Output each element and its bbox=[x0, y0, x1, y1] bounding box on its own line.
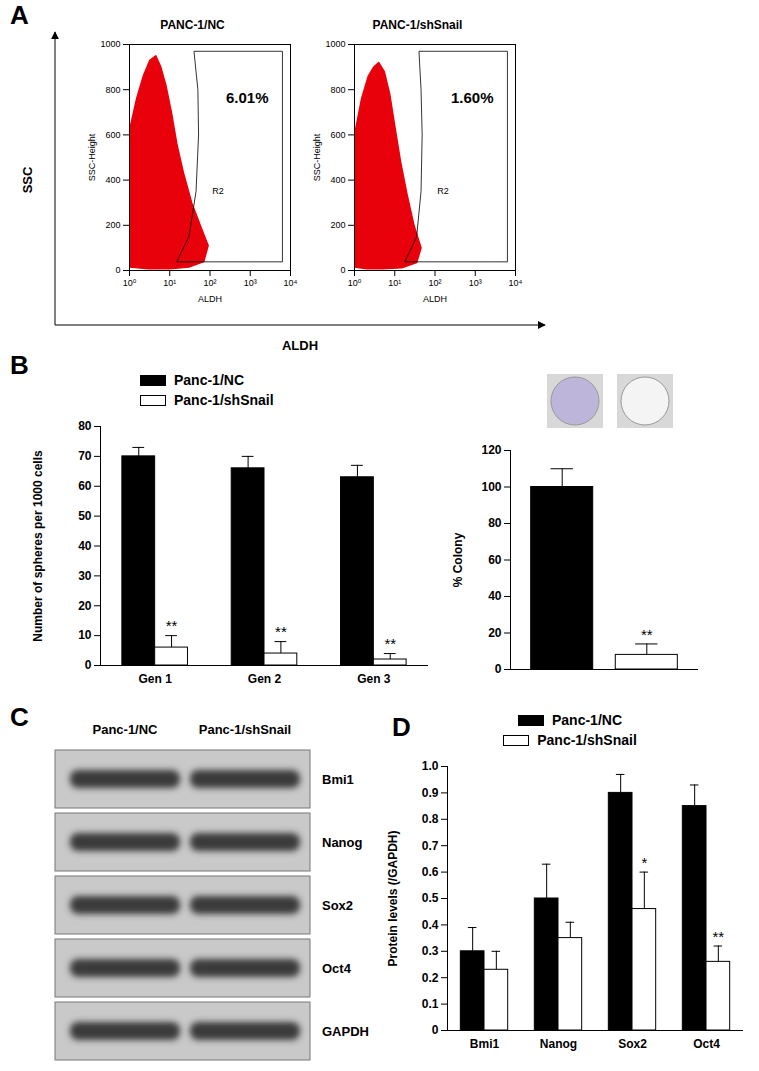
svg-text:**: ** bbox=[384, 635, 396, 652]
svg-text:GAPDH: GAPDH bbox=[322, 1024, 369, 1039]
svg-text:Number of spheres per 1000 cel: Number of spheres per 1000 cells bbox=[31, 450, 45, 642]
html-text:C: C bbox=[10, 702, 29, 732]
svg-text:ALDH: ALDH bbox=[282, 338, 318, 353]
svg-text:Panc-1/NC: Panc-1/NC bbox=[92, 722, 158, 737]
svg-text:Bmi1: Bmi1 bbox=[470, 1037, 500, 1051]
svg-text:60: 60 bbox=[488, 553, 502, 567]
svg-text:120: 120 bbox=[481, 443, 501, 457]
svg-text:Bmi1: Bmi1 bbox=[322, 772, 354, 787]
svg-text:600: 600 bbox=[330, 130, 345, 140]
svg-text:ALDH: ALDH bbox=[198, 294, 222, 304]
svg-text:10⁴: 10⁴ bbox=[284, 278, 298, 288]
svg-text:0.4: 0.4 bbox=[422, 918, 439, 932]
svg-text:Gen 1: Gen 1 bbox=[138, 672, 172, 686]
svg-text:70: 70 bbox=[78, 449, 92, 463]
svg-text:0: 0 bbox=[432, 1023, 439, 1037]
svg-text:**: ** bbox=[712, 928, 724, 945]
svg-text:200: 200 bbox=[330, 220, 345, 230]
html-text:A: A bbox=[10, 0, 29, 30]
svg-text:Oct4: Oct4 bbox=[693, 1037, 720, 1051]
svg-text:SSC-Height: SSC-Height bbox=[87, 133, 97, 181]
svg-text:50: 50 bbox=[78, 509, 92, 523]
svg-text:0.9: 0.9 bbox=[422, 786, 439, 800]
svg-text:10²: 10² bbox=[428, 278, 441, 288]
svg-text:40: 40 bbox=[488, 589, 502, 603]
svg-text:10³: 10³ bbox=[469, 278, 482, 288]
svg-text:Gen 3: Gen 3 bbox=[357, 672, 391, 686]
svg-text:80: 80 bbox=[78, 419, 92, 433]
svg-text:Nanog: Nanog bbox=[322, 835, 363, 850]
svg-text:Sox2: Sox2 bbox=[618, 1037, 647, 1051]
svg-text:80: 80 bbox=[488, 516, 502, 530]
svg-text:Sox2: Sox2 bbox=[322, 898, 353, 913]
html-text:D: D bbox=[392, 712, 411, 742]
svg-text:1.0: 1.0 bbox=[422, 759, 439, 773]
html-text:B: B bbox=[10, 350, 29, 380]
svg-text:10¹: 10¹ bbox=[388, 278, 401, 288]
svg-text:1.60%: 1.60% bbox=[451, 89, 494, 106]
svg-text:10: 10 bbox=[78, 628, 92, 642]
svg-text:20: 20 bbox=[78, 599, 92, 613]
svg-text:R2: R2 bbox=[437, 186, 449, 196]
svg-text:200: 200 bbox=[105, 220, 120, 230]
svg-text:Protein levels (/GAPDH): Protein levels (/GAPDH) bbox=[386, 830, 400, 966]
svg-text:10³: 10³ bbox=[244, 278, 257, 288]
svg-text:800: 800 bbox=[105, 85, 120, 95]
svg-text:20: 20 bbox=[488, 626, 502, 640]
html-text:Panc-1/NC: Panc-1/NC bbox=[552, 712, 622, 728]
svg-text:600: 600 bbox=[105, 130, 120, 140]
svg-text:0: 0 bbox=[340, 265, 345, 275]
svg-text:SSC-Height: SSC-Height bbox=[312, 133, 322, 181]
svg-text:R2: R2 bbox=[212, 186, 224, 196]
svg-text:10²: 10² bbox=[203, 278, 216, 288]
html-text:PANC-1/NC: PANC-1/NC bbox=[160, 18, 225, 32]
svg-text:10⁰: 10⁰ bbox=[123, 278, 137, 288]
html-text:PANC-1/shSnail: PANC-1/shSnail bbox=[372, 18, 463, 32]
svg-text:10⁰: 10⁰ bbox=[348, 278, 362, 288]
svg-text:10⁴: 10⁴ bbox=[509, 278, 523, 288]
svg-text:*: * bbox=[641, 854, 647, 871]
svg-text:Panc-1/shSnail: Panc-1/shSnail bbox=[199, 722, 291, 737]
svg-text:0.6: 0.6 bbox=[422, 865, 439, 879]
svg-text:10¹: 10¹ bbox=[163, 278, 176, 288]
svg-text:0.1: 0.1 bbox=[422, 997, 439, 1011]
svg-text:1000: 1000 bbox=[325, 39, 345, 49]
svg-text:0.5: 0.5 bbox=[422, 891, 439, 905]
svg-text:40: 40 bbox=[78, 539, 92, 553]
svg-text:0.8: 0.8 bbox=[422, 812, 439, 826]
svg-text:60: 60 bbox=[78, 479, 92, 493]
svg-text:**: ** bbox=[641, 626, 653, 643]
svg-text:400: 400 bbox=[330, 175, 345, 185]
svg-text:% Colony: % Colony bbox=[451, 532, 465, 587]
svg-text:Oct4: Oct4 bbox=[322, 961, 352, 976]
svg-text:0.3: 0.3 bbox=[422, 944, 439, 958]
svg-text:0.7: 0.7 bbox=[422, 839, 439, 853]
svg-text:30: 30 bbox=[78, 569, 92, 583]
svg-text:Gen 2: Gen 2 bbox=[248, 672, 282, 686]
svg-text:0: 0 bbox=[115, 265, 120, 275]
svg-text:800: 800 bbox=[330, 85, 345, 95]
svg-text:400: 400 bbox=[105, 175, 120, 185]
html-text:Panc-1/shSnail: Panc-1/shSnail bbox=[537, 732, 637, 748]
svg-text:0.2: 0.2 bbox=[422, 971, 439, 985]
html-text:Panc-1/NC: Panc-1/NC bbox=[174, 372, 244, 388]
svg-text:**: ** bbox=[275, 623, 287, 640]
svg-text:6.01%: 6.01% bbox=[226, 89, 269, 106]
svg-text:Nanog: Nanog bbox=[540, 1037, 577, 1051]
svg-text:1000: 1000 bbox=[100, 39, 120, 49]
html-text:Panc-1/shSnail: Panc-1/shSnail bbox=[174, 392, 274, 408]
svg-text:SSC: SSC bbox=[20, 166, 35, 193]
svg-text:0: 0 bbox=[85, 658, 92, 672]
svg-text:ALDH: ALDH bbox=[423, 294, 447, 304]
svg-text:0: 0 bbox=[495, 662, 502, 676]
svg-text:**: ** bbox=[166, 617, 178, 634]
svg-text:100: 100 bbox=[481, 480, 501, 494]
